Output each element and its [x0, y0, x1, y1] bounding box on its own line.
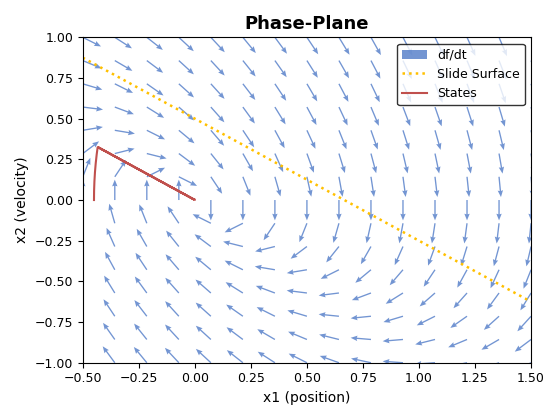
Title: Phase-Plane: Phase-Plane: [245, 15, 369, 33]
Line: Slide Surface: Slide Surface: [83, 58, 531, 302]
States: [191, 197, 198, 202]
Slide Surface: [447, 255, 454, 260]
Slide Surface: [292, 171, 299, 176]
X-axis label: x1 (position): x1 (position): [263, 391, 351, 405]
States: [95, 144, 101, 150]
States: [191, 197, 198, 202]
Legend: df/dt, Slide Surface, States: df/dt, Slide Surface, States: [397, 44, 525, 105]
Slide Surface: [346, 200, 353, 205]
Slide Surface: [295, 173, 302, 178]
Slide Surface: [528, 299, 534, 304]
Line: States: States: [94, 147, 195, 200]
Slide Surface: [80, 55, 86, 60]
States: [192, 197, 198, 202]
States: [175, 189, 181, 194]
States: [189, 196, 195, 201]
States: [91, 197, 97, 202]
States: [189, 196, 195, 201]
Y-axis label: x2 (velocity): x2 (velocity): [15, 157, 29, 243]
Slide Surface: [322, 187, 329, 192]
Slide Surface: [517, 293, 524, 298]
States: [190, 197, 197, 202]
